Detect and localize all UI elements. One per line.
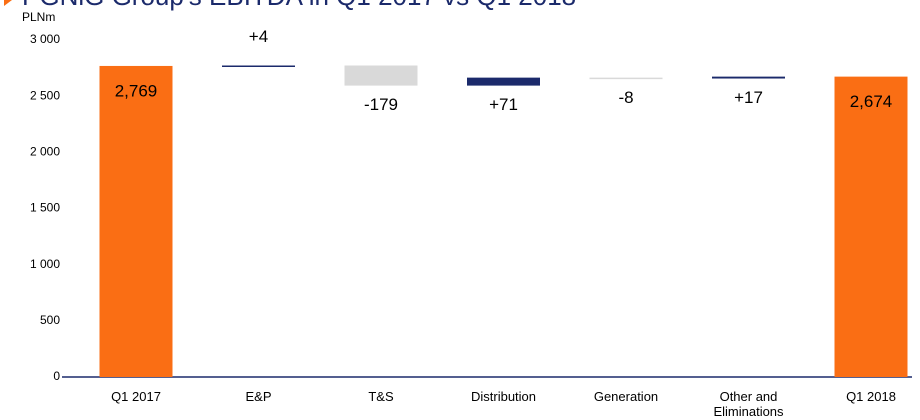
value-label: +4 [249,27,268,46]
value-label: -179 [364,95,398,114]
y-tick-label: 2 000 [30,145,60,159]
y-axis-label: PLNm [22,10,55,24]
y-tick-label: 500 [40,313,60,327]
value-label: +17 [734,88,763,107]
bar [834,76,908,377]
x-tick-label: Q1 2017 [111,389,161,404]
y-tick-label: 1 000 [30,257,60,271]
y-tick-label: 1 500 [30,201,60,215]
chart-title: PGNiG Group's EBITDA in Q1 2017 vs Q1 20… [22,0,576,11]
y-tick-label: 2 500 [30,88,60,102]
value-label: 2,674 [850,92,893,111]
bar [467,77,540,86]
bar [344,65,418,86]
bar [222,65,295,67]
bar [712,76,785,79]
value-label: 2,769 [115,81,158,100]
x-tick-label: T&S [368,389,394,404]
title-marker [4,0,12,6]
value-label: -8 [618,88,633,107]
x-tick-label: E&P [245,389,272,404]
x-tick-label: Generation [593,389,659,404]
y-tick-label: 0 [53,369,60,383]
y-tick-label: 3 000 [30,32,60,46]
x-tick-label: Q1 2018 [846,389,896,404]
value-label: +71 [489,95,518,114]
bar [589,77,663,80]
x-tick-label: Distribution [470,389,537,404]
bar [99,65,173,377]
x-tick-label: Other and Eliminations [713,389,784,419]
